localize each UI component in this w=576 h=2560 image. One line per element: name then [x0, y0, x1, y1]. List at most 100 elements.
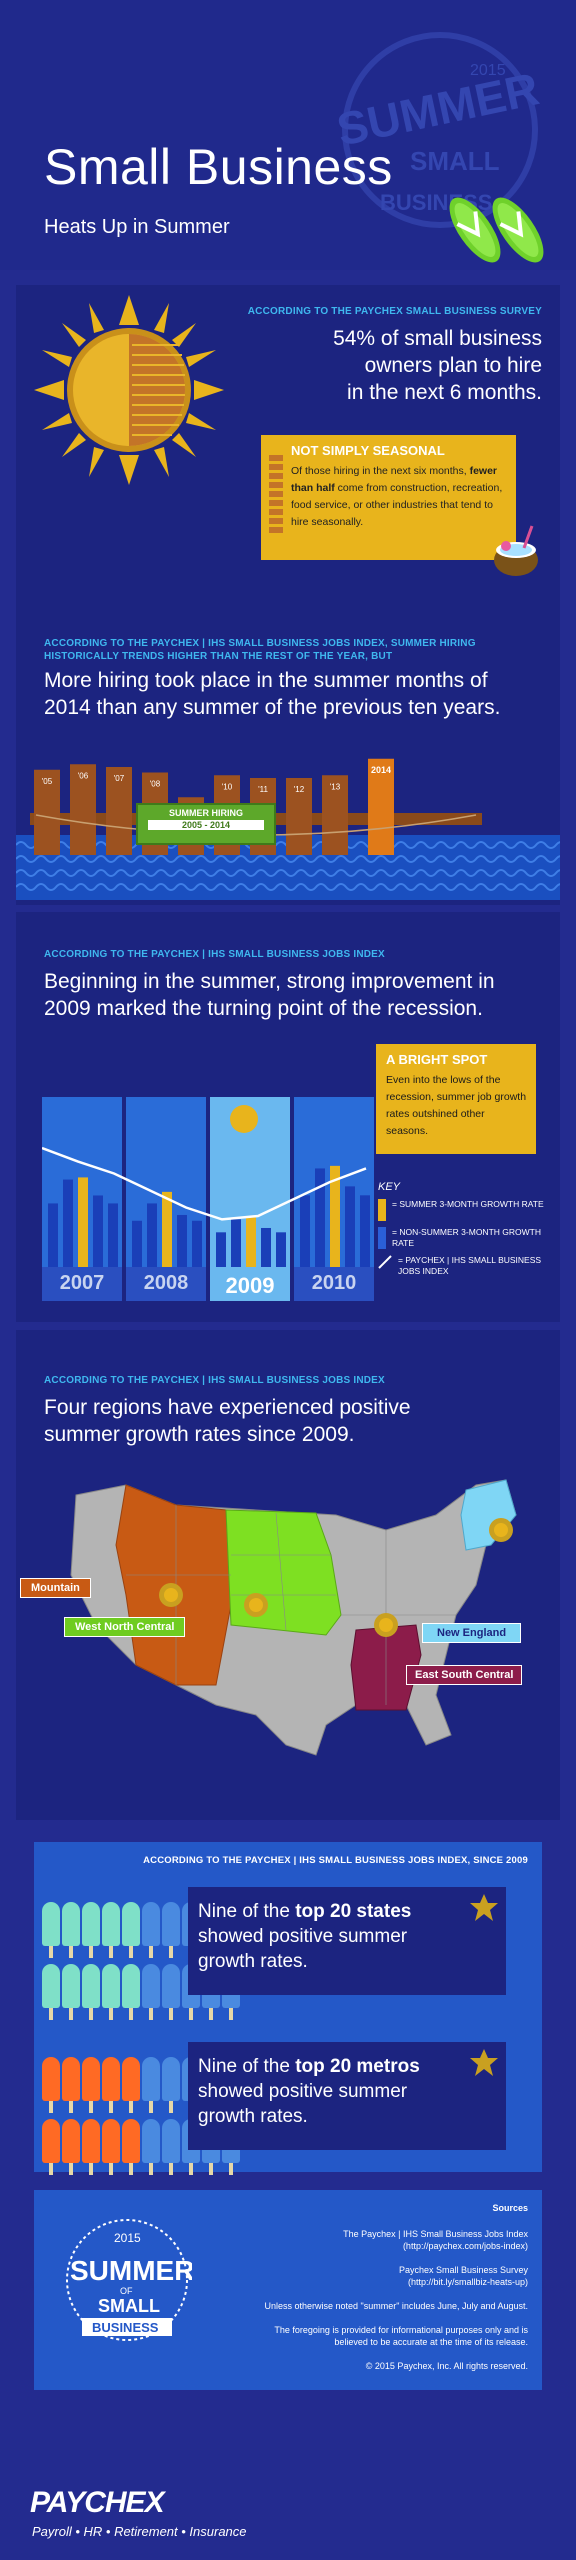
- popsicle-stick: [209, 2008, 213, 2020]
- index-line: [42, 1146, 367, 1221]
- popsicle-stick: [109, 2008, 113, 2020]
- popsicle-icon: [42, 1964, 60, 2008]
- year-label-bg: [210, 1267, 290, 1301]
- popsicle-stick: [49, 1946, 53, 1958]
- popsicle-stick: [89, 1946, 93, 1958]
- popsicle-stick: [69, 2101, 73, 2113]
- growth-bar: [315, 1168, 325, 1267]
- popsicle-icon: [102, 2057, 120, 2101]
- popsicle-icon: [162, 1964, 180, 2008]
- popsicle-stick: [89, 2163, 93, 2175]
- year-label: 2007: [60, 1272, 105, 1294]
- footer-tagline: Payroll • HR • Retirement • Insurance: [32, 2524, 247, 2539]
- top20-panel: ACCORDING TO THE PAYCHEX | IHS SMALL BUS…: [34, 1842, 542, 2175]
- award-badge-icon: [470, 1894, 498, 1921]
- popsicle-icon: [42, 1902, 60, 1946]
- page-subtitle: Heats Up in Summer: [44, 216, 230, 238]
- survey-headline: 54% of small business owners plan to hir…: [333, 327, 542, 404]
- growth-bar: [63, 1179, 73, 1267]
- pier-post-label: '08: [150, 780, 161, 789]
- growth-bar: [162, 1191, 172, 1267]
- growth-bar: [108, 1203, 118, 1267]
- region-new-england: [460, 1479, 517, 1551]
- growth-bar: [78, 1177, 88, 1267]
- popsicle-icon: [162, 1902, 180, 1946]
- growth-bar: [48, 1203, 58, 1267]
- growth-bar: [93, 1195, 103, 1267]
- popsicle-icon: [62, 2057, 80, 2101]
- popsicle-stick: [169, 1946, 173, 1958]
- growth-bar: [276, 1232, 286, 1267]
- summer-small-business-badge: 2015 SUMMER OF SMALL BUSINESS: [66, 2219, 192, 2341]
- pier-post-label: '05: [42, 777, 53, 786]
- popsicle-stick: [69, 2163, 73, 2175]
- growth-bar: [330, 1165, 340, 1267]
- popsicle-icon: [122, 1902, 140, 1946]
- popsicle-stick: [169, 2101, 173, 2113]
- popsicle-icon: [42, 2057, 60, 2101]
- label-new-england: New England: [422, 1623, 522, 1643]
- popsicle-stick: [189, 2008, 193, 2020]
- regions-source: ACCORDING TO THE PAYCHEX | IHS SMALL BUS…: [44, 1375, 385, 1386]
- pier-post-label: 2014: [371, 765, 391, 775]
- growth-bar: [216, 1232, 226, 1267]
- pier-post-label: '12: [294, 785, 305, 794]
- summer-stamp-watermark: 2015 SUMMER SMALL BUSINESS: [332, 32, 543, 228]
- growth-bar: [231, 1219, 241, 1267]
- seal-wnc-icon: [244, 1593, 268, 1617]
- pier-post-bar: [106, 767, 132, 855]
- popsicle-stick: [129, 2101, 133, 2113]
- wave: [16, 869, 560, 877]
- seal-esc-icon: [374, 1613, 398, 1637]
- states-card: Nine of the top 20 states showed positiv…: [188, 1887, 506, 1995]
- bright-spot-box: A BRIGHT SPOT Even into the lows of the …: [376, 1044, 536, 1154]
- popsicle-icon: [142, 2119, 160, 2163]
- svg-text:SMALL: SMALL: [98, 2296, 160, 2316]
- growth-bar: [192, 1220, 202, 1267]
- regions-headline: Four regions have experienced positive s…: [44, 1396, 411, 1446]
- wave: [16, 855, 560, 863]
- growth-bar: [246, 1216, 256, 1267]
- label-west-north-central: West North Central: [64, 1617, 186, 1637]
- hiring-source: ACCORDING TO THE PAYCHEX | IHS SMALL BUS…: [44, 638, 476, 662]
- popsicle-icon: [102, 1964, 120, 2008]
- sun-icon: [34, 295, 224, 485]
- year-label: 2008: [144, 1272, 189, 1294]
- stamp-small: SMALL: [410, 146, 500, 176]
- pier-post-bar: [34, 769, 60, 855]
- popsicle-stick: [169, 2008, 173, 2020]
- popsicle-stick: [109, 1946, 113, 1958]
- wave: [16, 883, 560, 891]
- us-map: [70, 1479, 517, 1756]
- pier-post-label: '13: [330, 782, 341, 791]
- stamp-year: 2015: [470, 62, 506, 79]
- growth-bar: [261, 1227, 271, 1267]
- popsicle-stick: [69, 1946, 73, 1958]
- key-nonsummer: = NON-SUMMER 3-MONTH GROWTH RATE: [378, 1227, 548, 1249]
- popsicle-icon: [42, 2119, 60, 2163]
- chart-key: KEY = SUMMER 3-MONTH GROWTH RATE = NON-S…: [378, 1182, 548, 1277]
- popsicle-stick: [49, 2163, 53, 2175]
- svg-text:SUMMER: SUMMER: [70, 2255, 192, 2286]
- popsicle-icon: [82, 1902, 100, 1946]
- pier-post-label: '07: [114, 774, 125, 783]
- pier-post-bar: [322, 775, 348, 855]
- popsicle-icon: [142, 1964, 160, 2008]
- recession-headline: Beginning in the summer, strong improvem…: [44, 970, 495, 1020]
- popsicle-icon: [82, 2057, 100, 2101]
- label-east-south-central: East South Central: [406, 1665, 523, 1685]
- hiring-headline: More hiring took place in the summer mon…: [44, 669, 501, 719]
- popsicle-stick: [209, 2163, 213, 2175]
- paychex-logo: PAYCHEX: [30, 2486, 165, 2519]
- key-index: = PAYCHEX | IHS SMALL BUSINESS JOBS INDE…: [378, 1255, 548, 1277]
- sources-panel: 2015 SUMMER OF SMALL BUSINESS Sources Th…: [34, 2190, 542, 2390]
- popsicle-stick: [149, 1946, 153, 1958]
- popsicle-icon: [162, 2057, 180, 2101]
- pier-post-bar: [286, 778, 312, 855]
- box-text: Of those hiring in the next six months, …: [291, 465, 503, 528]
- svg-text:BUSINESS: BUSINESS: [92, 2320, 159, 2335]
- popsicle-icon: [62, 2119, 80, 2163]
- seal-mountain-icon: [159, 1583, 183, 1607]
- popsicle-stick: [189, 2163, 193, 2175]
